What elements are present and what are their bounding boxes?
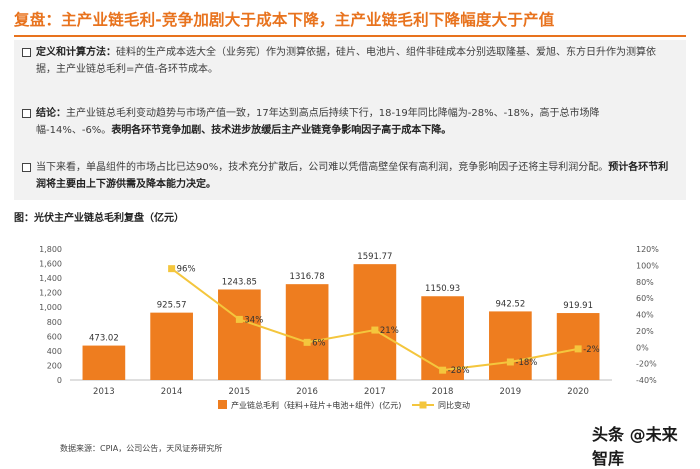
left-axis-tick: 1,400 xyxy=(39,274,62,283)
yoy-point xyxy=(439,366,447,374)
yoy-point xyxy=(574,345,582,353)
note-label: 结论： xyxy=(36,108,66,119)
x-axis-tick: 2016 xyxy=(296,387,318,397)
legend-bar-swatch xyxy=(218,400,227,409)
bar xyxy=(150,312,193,380)
right-axis-tick: -40% xyxy=(636,376,657,385)
bar-value-label: 925.57 xyxy=(157,301,187,311)
bar-value-label: 1243.85 xyxy=(222,277,257,287)
x-axis-tick: 2019 xyxy=(500,387,522,397)
bar xyxy=(218,289,261,380)
note-emphasis: 预计各环节利润将主要由上下游供需及降本能力决定。 xyxy=(36,162,669,190)
legend-line-label: 同比变动 xyxy=(438,400,470,410)
x-axis-tick: 2013 xyxy=(93,387,115,397)
right-axis-tick: 20% xyxy=(636,327,654,336)
left-axis-tick: 400 xyxy=(47,347,62,356)
yoy-point xyxy=(168,265,176,273)
figure-title: 图：光伏主产业链总毛利复盘（亿元） xyxy=(14,213,184,224)
checkbox-bullet-icon xyxy=(22,48,31,57)
left-axis-tick: 800 xyxy=(47,318,62,327)
page-title: 复盘：主产业链毛利-竞争加剧大于成本下降，主产业链毛利下降幅度大于产值 xyxy=(14,11,555,29)
right-axis-tick: -20% xyxy=(636,360,657,369)
note-text: 主产业链总毛利变动趋势与市场产值一致，17年达到高点后持续下行，18-19年同比… xyxy=(36,108,600,136)
left-axis-tick: 0 xyxy=(57,376,62,385)
x-axis-tick: 2017 xyxy=(364,387,386,397)
yoy-point-label: -2% xyxy=(583,345,600,355)
bar-value-label: 1150.93 xyxy=(425,284,460,294)
left-axis-tick: 1,200 xyxy=(39,289,62,298)
yoy-point-label: 6% xyxy=(312,338,326,348)
checkbox-bullet-icon xyxy=(22,163,31,172)
right-axis-tick: 80% xyxy=(636,278,654,287)
yoy-point-label: 34% xyxy=(244,315,263,325)
bar xyxy=(353,264,397,380)
watermark: 头条 @未来智库 xyxy=(592,425,688,468)
right-axis-tick: 0% xyxy=(636,343,649,352)
yoy-point-label: 21% xyxy=(380,326,399,336)
yoy-point-label: -28% xyxy=(448,366,470,376)
bar-value-label: 919.91 xyxy=(563,301,593,311)
x-axis-tick: 2018 xyxy=(432,387,454,397)
right-axis-tick: 60% xyxy=(636,294,654,303)
bar xyxy=(421,296,464,380)
yoy-point-label: -18% xyxy=(515,358,537,368)
bar xyxy=(489,311,532,380)
left-axis-tick: 600 xyxy=(47,332,62,341)
x-axis-tick: 2014 xyxy=(161,387,183,397)
note-conclusion: 结论：主产业链总毛利变动趋势与市场产值一致，17年达到高点后持续下行，18-19… xyxy=(22,106,670,139)
bar-value-label: 942.52 xyxy=(496,299,526,309)
title-divider xyxy=(14,35,686,37)
notes-panel: 定义和计算方法：硅料的生产成本选大全（业务宪）作为测算依据，硅片、电池片、组件非… xyxy=(14,40,686,200)
note-text: 硅料的生产成本选大全（业务宪）作为测算依据，硅片、电池片、组件非硅成本分别选取隆… xyxy=(36,47,656,75)
yoy-point xyxy=(235,315,243,323)
legend-bar-label: 产业链总毛利（硅料+硅片+电池+组件）(亿元) xyxy=(231,400,401,410)
yoy-point xyxy=(371,326,379,334)
yoy-point xyxy=(303,338,311,346)
bar xyxy=(82,345,126,380)
note-label: 定义和计算方法： xyxy=(36,47,116,58)
left-axis-tick: 1,000 xyxy=(39,303,62,312)
yoy-point-label: 96% xyxy=(177,265,196,275)
x-axis-tick: 2020 xyxy=(567,387,589,397)
note-text: 当下来看，单晶组件的市场占比已达90%，技术充分扩散后，公司难以凭借高壁垒保有高… xyxy=(36,162,609,173)
checkbox-bullet-icon xyxy=(22,109,31,118)
right-axis-tick: 120% xyxy=(636,245,659,254)
source-note: 数据来源：CPIA，公司公告，天风证券研究所 xyxy=(60,444,223,453)
left-axis-tick: 200 xyxy=(47,361,62,370)
right-axis-tick: 40% xyxy=(636,311,654,320)
yoy-point xyxy=(506,358,514,366)
legend-line-marker xyxy=(419,401,427,409)
x-axis-tick: 2015 xyxy=(229,387,251,397)
note-emphasis: 表明各环节竞争加剧、技术进步放缓后主产业链竞争影响因子高于成本下降。 xyxy=(111,124,452,136)
left-axis-tick: 1,600 xyxy=(39,260,62,269)
bar xyxy=(285,284,329,380)
right-axis-tick: 100% xyxy=(636,261,659,270)
note-definition: 定义和计算方法：硅料的生产成本选大全（业务宪）作为测算依据，硅片、电池片、组件非… xyxy=(22,45,670,78)
left-axis-tick: 1,800 xyxy=(39,245,62,254)
bar-value-label: 473.02 xyxy=(89,334,119,344)
bar-value-label: 1591.77 xyxy=(357,252,392,262)
note-outlook: 当下来看，单晶组件的市场占比已达90%，技术充分扩散后，公司难以凭借高壁垒保有高… xyxy=(22,160,670,193)
bar-value-label: 1316.78 xyxy=(290,272,325,282)
